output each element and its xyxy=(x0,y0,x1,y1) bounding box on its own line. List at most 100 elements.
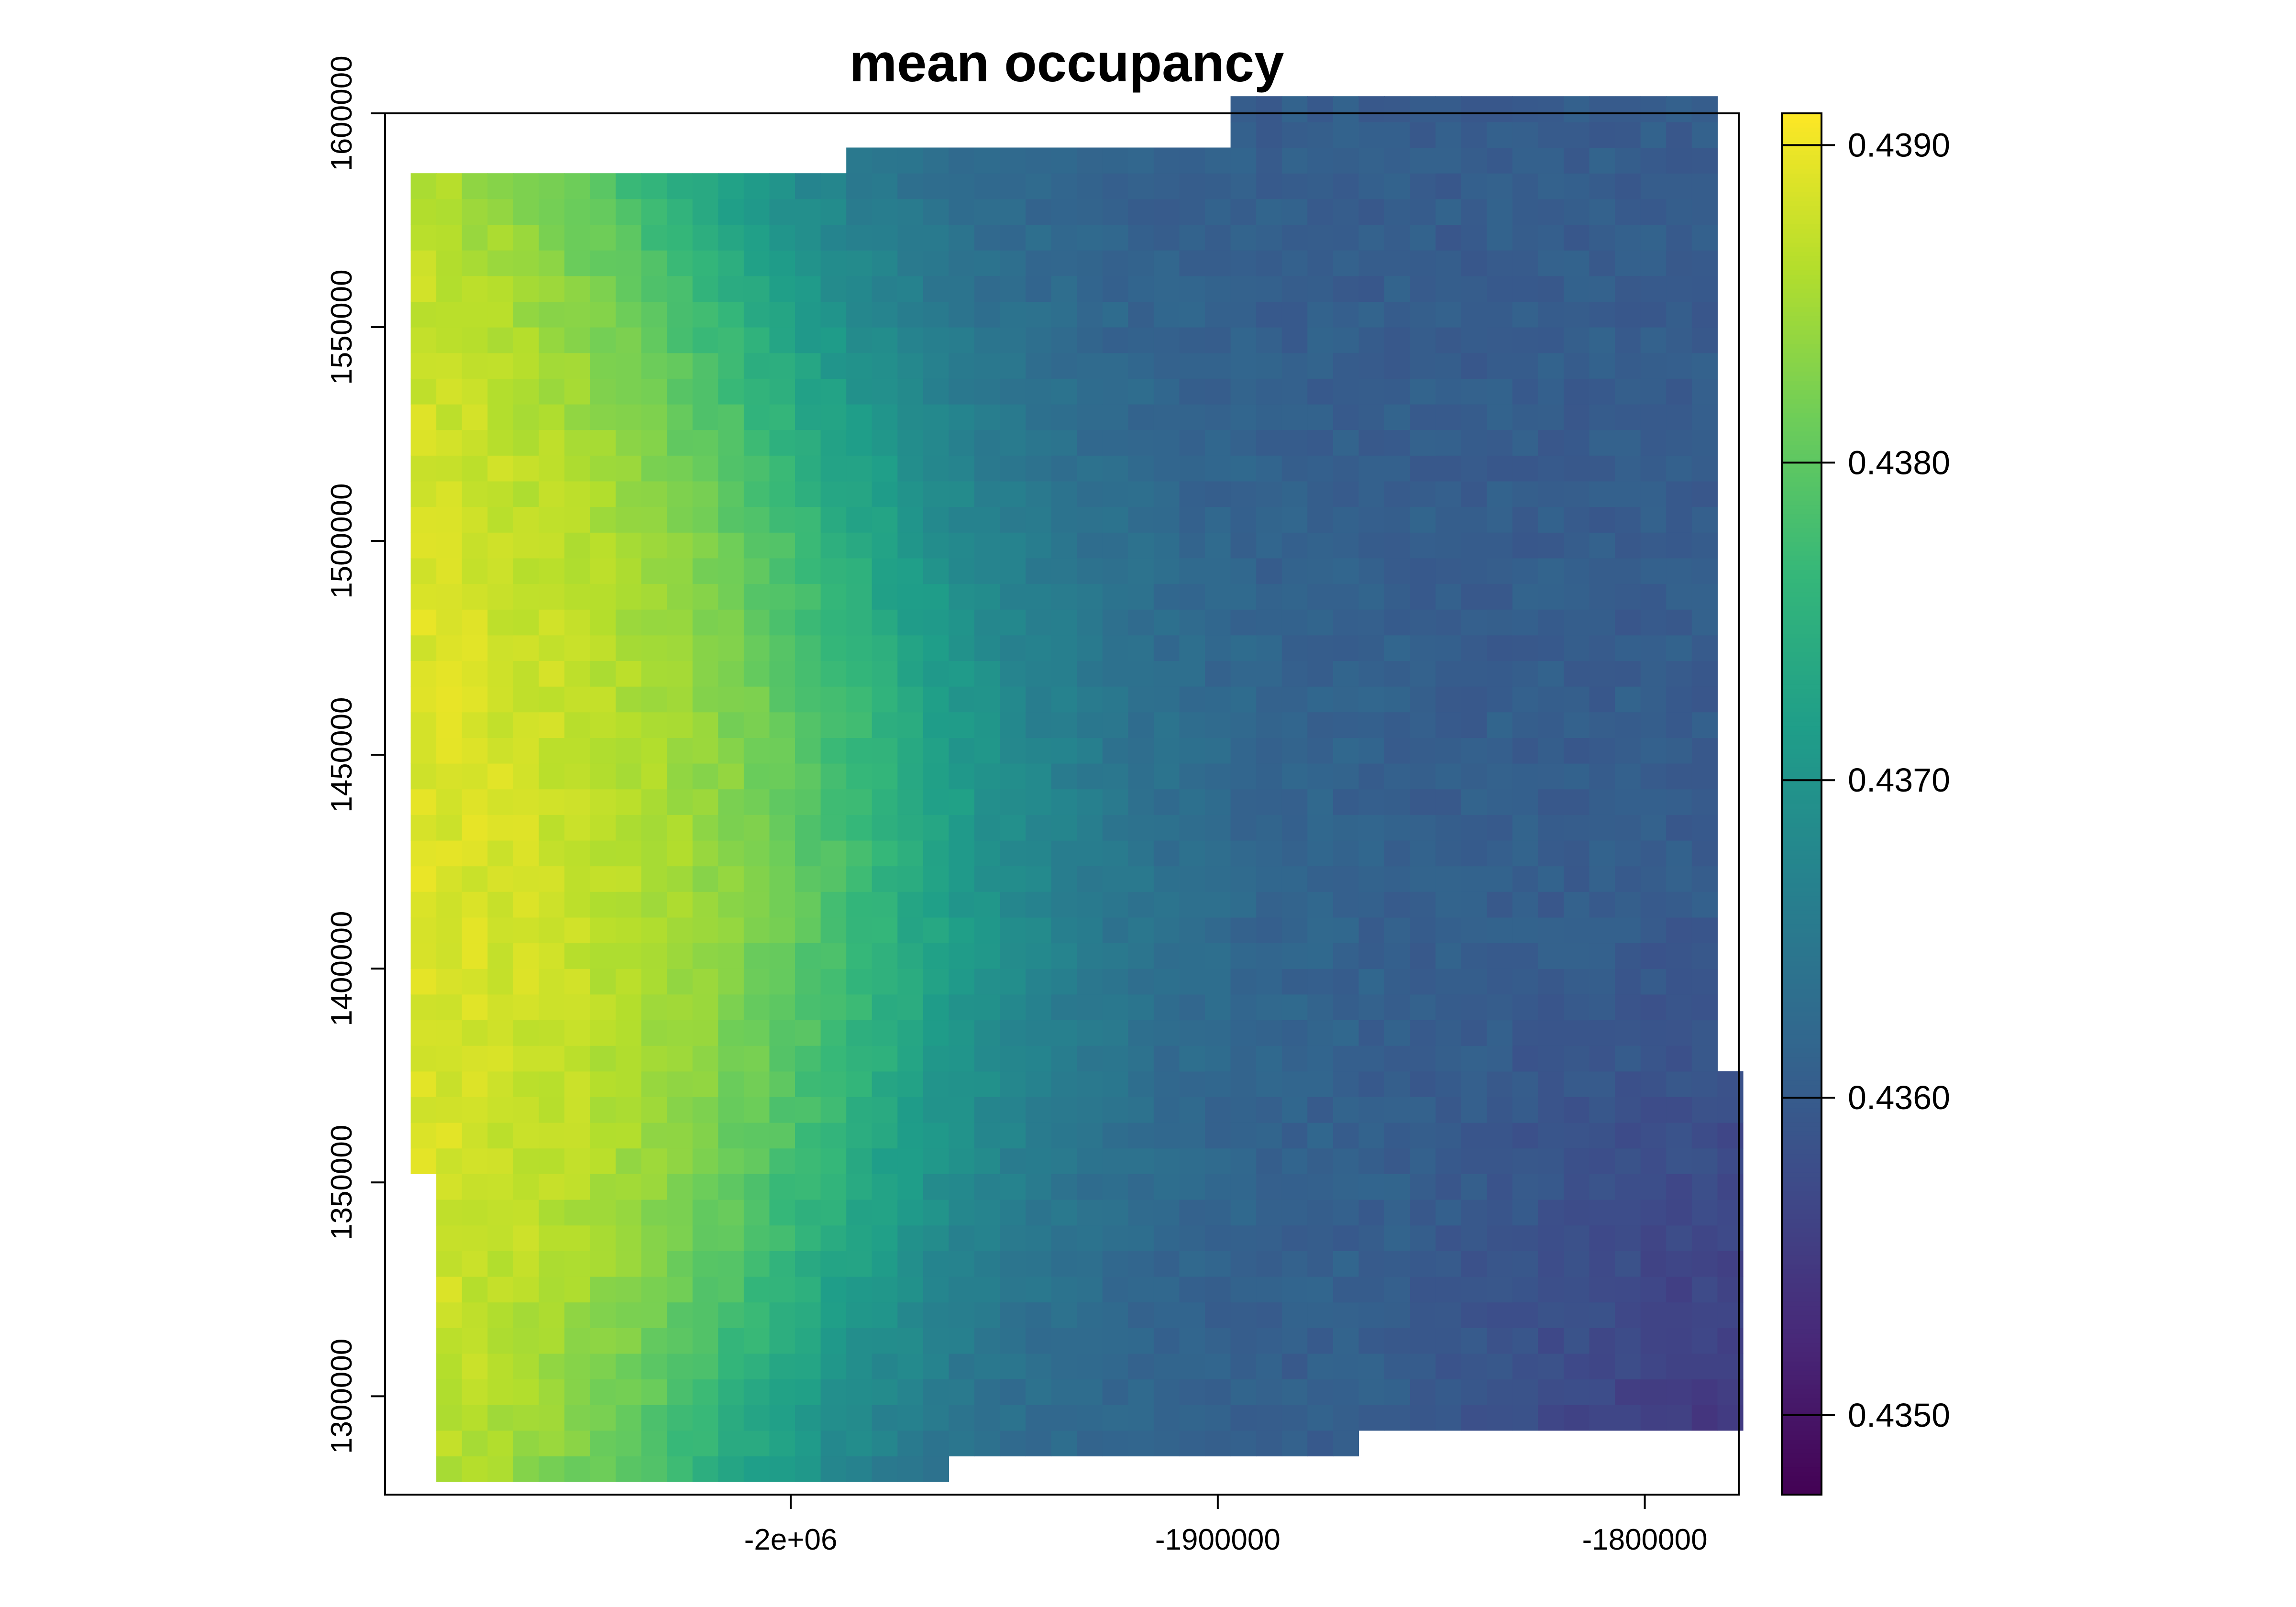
colorbar-band xyxy=(1782,412,1821,418)
raster-cell xyxy=(513,275,539,302)
raster-cell xyxy=(1410,583,1436,610)
raster-cell xyxy=(1128,1353,1154,1380)
raster-cell xyxy=(564,404,591,430)
raster-cell xyxy=(564,1097,591,1123)
raster-cell xyxy=(1281,1225,1308,1251)
colorbar-band xyxy=(1782,1186,1821,1191)
raster-cell xyxy=(487,506,514,533)
raster-cell xyxy=(897,1277,924,1303)
raster-cell xyxy=(1589,712,1615,738)
raster-cell xyxy=(1384,635,1411,661)
raster-cell xyxy=(897,1405,924,1431)
raster-cell xyxy=(487,1097,514,1123)
raster-cell xyxy=(1307,1328,1334,1354)
raster-cell xyxy=(1153,506,1180,533)
raster-cell xyxy=(692,481,718,507)
raster-cell xyxy=(487,840,514,867)
raster-cell xyxy=(795,1071,821,1097)
raster-cell xyxy=(923,1071,949,1097)
raster-cell xyxy=(1000,250,1026,276)
raster-cell xyxy=(1000,1200,1026,1226)
raster-cell xyxy=(616,1123,642,1149)
colorbar-band xyxy=(1782,366,1821,372)
raster-cell xyxy=(769,1123,795,1149)
raster-cell xyxy=(872,173,898,199)
raster-cell xyxy=(1666,1225,1692,1251)
raster-cell xyxy=(1435,609,1462,636)
raster-cell xyxy=(462,250,488,276)
colorbar-band xyxy=(1782,528,1821,533)
raster-cell xyxy=(1487,815,1513,841)
raster-cell xyxy=(1410,404,1436,430)
raster-cell xyxy=(1666,840,1692,867)
colorbar-band xyxy=(1782,947,1821,952)
raster-cell xyxy=(1026,378,1052,405)
raster-cell xyxy=(1128,352,1154,379)
raster-cell xyxy=(743,224,770,251)
raster-cell xyxy=(743,1353,770,1380)
raster-cell xyxy=(846,301,872,328)
raster-cell xyxy=(897,712,924,738)
raster-cell xyxy=(436,173,463,199)
raster-cell xyxy=(1307,583,1334,610)
raster-cell xyxy=(539,969,565,995)
raster-cell xyxy=(949,712,975,738)
raster-cell xyxy=(1230,712,1257,738)
raster-cell xyxy=(1000,198,1026,225)
raster-cell xyxy=(436,1097,463,1123)
raster-cell xyxy=(590,378,616,405)
raster-cell xyxy=(718,969,744,995)
raster-cell xyxy=(667,1430,693,1457)
raster-cell xyxy=(897,815,924,841)
raster-cell xyxy=(487,1277,514,1303)
colorbar-band xyxy=(1782,316,1821,321)
raster-cell xyxy=(436,1174,463,1200)
raster-cell xyxy=(923,1046,949,1072)
raster-cell xyxy=(1691,943,1718,969)
raster-cell xyxy=(1102,686,1128,713)
raster-cell xyxy=(1000,173,1026,199)
raster-cell xyxy=(1333,1430,1359,1457)
raster-cell xyxy=(769,1046,795,1072)
colorbar-band xyxy=(1782,1420,1821,1426)
raster-cell xyxy=(462,404,488,430)
raster-cell xyxy=(436,327,463,353)
raster-cell xyxy=(1205,532,1231,559)
raster-cell xyxy=(1281,327,1308,353)
colorbar-band xyxy=(1782,1315,1821,1320)
raster-cell xyxy=(692,275,718,302)
raster-cell xyxy=(1179,327,1205,353)
raster-cell xyxy=(1435,455,1462,482)
raster-cell xyxy=(1026,1174,1052,1200)
raster-cell xyxy=(1102,506,1128,533)
raster-cell xyxy=(1512,1302,1538,1328)
raster-cell xyxy=(1333,917,1359,944)
raster-cell xyxy=(1589,1277,1615,1303)
raster-cell xyxy=(1564,917,1590,944)
raster-cell xyxy=(1564,455,1590,482)
raster-cell xyxy=(564,866,591,892)
raster-cell xyxy=(743,1020,770,1046)
raster-cell xyxy=(1307,147,1334,174)
raster-cell xyxy=(1256,1328,1282,1354)
colorbar-band xyxy=(1782,1407,1821,1412)
raster-cell xyxy=(513,840,539,867)
colorbar-band xyxy=(1782,767,1821,772)
raster-cell xyxy=(1128,1225,1154,1251)
raster-cell xyxy=(1230,1277,1257,1303)
raster-cell xyxy=(1307,917,1334,944)
raster-cell xyxy=(949,558,975,584)
raster-cell xyxy=(795,455,821,482)
raster-cell xyxy=(513,686,539,713)
raster-cell xyxy=(949,994,975,1021)
raster-cell xyxy=(1512,378,1538,405)
raster-cell xyxy=(1512,250,1538,276)
raster-cell xyxy=(1538,1046,1564,1072)
raster-cell xyxy=(1102,250,1128,276)
colorbar-band xyxy=(1782,1140,1821,1145)
raster-cell xyxy=(1205,583,1231,610)
colorbar-band xyxy=(1782,564,1821,570)
raster-cell xyxy=(1666,763,1692,790)
raster-cell xyxy=(1487,506,1513,533)
raster-cell xyxy=(539,1456,565,1482)
